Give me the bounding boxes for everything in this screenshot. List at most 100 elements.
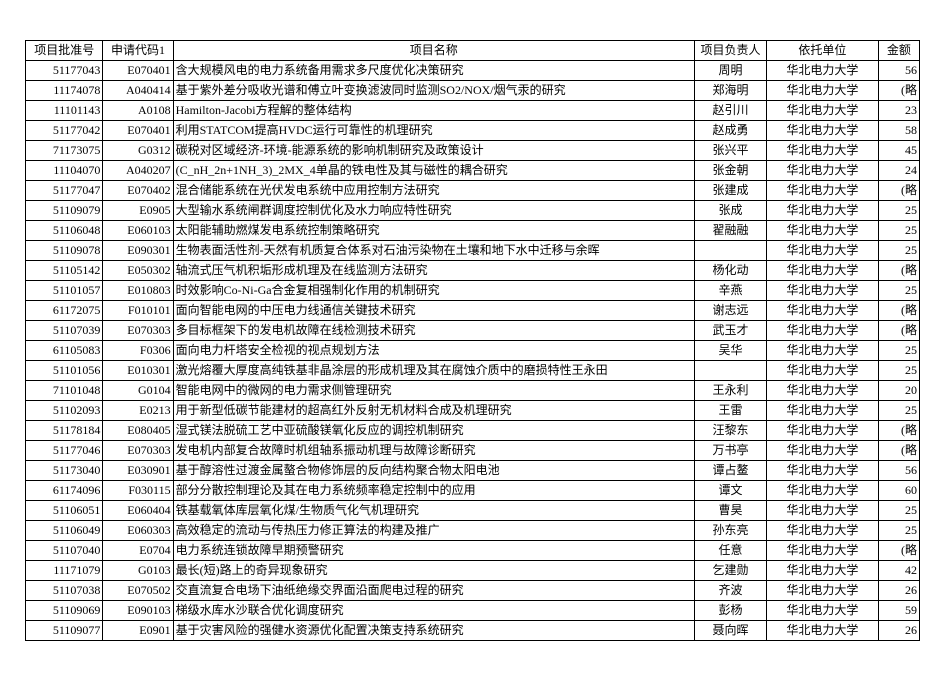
cell: 11171079 [26,561,103,581]
cell: E060103 [103,221,173,241]
cell: 部分分散控制理论及其在电力系统频率稳定控制中的应用 [173,481,694,501]
cell: 基于醇溶性过渡金属螯合物修饰层的反向结构聚合物太阳电池 [173,461,694,481]
cell: 激光熔覆大厚度高纯铁基非晶涂层的形成机理及其在腐蚀介质中的磨损特性王永田 [173,361,694,381]
cell: 多目标框架下的发电机故障在线检测技术研究 [173,321,694,341]
table-row: 11101143A0108Hamilton-Jacobi方程解的整体结构赵引川华… [26,101,920,121]
cell: 用于新型低碳节能建材的超高红外反射无机材料合成及机理研究 [173,401,694,421]
table-body: 51177043E070401含大规模风电的电力系统备用需求多尺度优化决策研究周… [26,61,920,641]
cell: 郑海明 [694,81,766,101]
cell: 聂向晖 [694,621,766,641]
table-row: 51109069E090103梯级水库水沙联合优化调度研究彭杨华北电力大学59 [26,601,920,621]
cell: 51107038 [26,581,103,601]
cell: 25 [878,401,919,421]
cell: 51109069 [26,601,103,621]
cell: 华北电力大学 [767,281,878,301]
table-row: 51106048E060103太阳能辅助燃煤发电系统控制策略研究翟融融华北电力大… [26,221,920,241]
cell: 铁基载氧体库层氧化煤/生物质气化气机理研究 [173,501,694,521]
cell: 59 [878,601,919,621]
cell: 61174096 [26,481,103,501]
cell: 华北电力大学 [767,221,878,241]
cell: 51109077 [26,621,103,641]
cell: E0213 [103,401,173,421]
cell: 混合储能系统在光伏发电系统中应用控制方法研究 [173,181,694,201]
cell: 张金朝 [694,161,766,181]
cell: 11104070 [26,161,103,181]
col-leader-header: 项目负责人 [694,41,766,61]
cell: 51177042 [26,121,103,141]
cell: 51109079 [26,201,103,221]
cell: 23 [878,101,919,121]
cell: 25 [878,501,919,521]
cell: 51177046 [26,441,103,461]
cell: (略 [878,321,919,341]
cell: 51106051 [26,501,103,521]
cell: 华北电力大学 [767,581,878,601]
cell: E070502 [103,581,173,601]
table-row: 61172075F010101面向智能电网的中压电力线通信关键技术研究谢志远华北… [26,301,920,321]
cell: 面向智能电网的中压电力线通信关键技术研究 [173,301,694,321]
cell: 56 [878,61,919,81]
cell: 基于紫外差分吸收光谱和傅立叶变换滤波同时监测SO2/NOX/烟气汞的研究 [173,81,694,101]
cell: 谭文 [694,481,766,501]
cell: 王雷 [694,401,766,421]
cell: 26 [878,621,919,641]
cell: 华北电力大学 [767,361,878,381]
cell: A040207 [103,161,173,181]
cell: 51105142 [26,261,103,281]
cell: F030115 [103,481,173,501]
table-row: 51101056E010301激光熔覆大厚度高纯铁基非晶涂层的形成机理及其在腐蚀… [26,361,920,381]
cell: (略 [878,301,919,321]
cell: E070303 [103,441,173,461]
cell: 11174078 [26,81,103,101]
col-unit-header: 依托单位 [767,41,878,61]
cell: 25 [878,201,919,221]
table-row: 51106049E060303高效稳定的流动与传热压力修正算法的构建及推广孙东亮… [26,521,920,541]
table-row: 61105083F0306面向电力杆塔安全检视的视点规划方法吴华华北电力大学25 [26,341,920,361]
cell: A040414 [103,81,173,101]
cell: E090103 [103,601,173,621]
cell: 61105083 [26,341,103,361]
cell: E060303 [103,521,173,541]
cell: 时效影响Co-Ni-Ga合金复相强制化作用的机制研究 [173,281,694,301]
cell: 张成 [694,201,766,221]
cell: 曹昊 [694,501,766,521]
table-row: 51106051E060404铁基载氧体库层氧化煤/生物质气化气机理研究曹昊华北… [26,501,920,521]
cell: 基于灾害风险的强健水资源优化配置决策支持系统研究 [173,621,694,641]
cell [694,361,766,381]
cell: 华北电力大学 [767,501,878,521]
cell: 60 [878,481,919,501]
cell: 华北电力大学 [767,541,878,561]
cell: 51102093 [26,401,103,421]
cell: 51177047 [26,181,103,201]
col-approval-header: 项目批准号 [26,41,103,61]
cell: E010803 [103,281,173,301]
table-row: 51177046E070303发电机内部复合故障时机组轴系振动机理与故障诊断研究… [26,441,920,461]
cell: 25 [878,241,919,261]
cell: 51178184 [26,421,103,441]
cell: 71101048 [26,381,103,401]
table-row: 11104070A040207(C_nH_2n+1NH_3)_2MX_4单晶的铁… [26,161,920,181]
cell: 梯级水库水沙联合优化调度研究 [173,601,694,621]
cell: 孙东亮 [694,521,766,541]
cell: 51109078 [26,241,103,261]
cell: 智能电网中的微网的电力需求侧管理研究 [173,381,694,401]
table-row: 51107039E070303多目标框架下的发电机故障在线检测技术研究武玉才华北… [26,321,920,341]
cell: 24 [878,161,919,181]
col-name-header: 项目名称 [173,41,694,61]
cell: 华北电力大学 [767,601,878,621]
cell: 华北电力大学 [767,521,878,541]
cell: E0905 [103,201,173,221]
cell: 彭杨 [694,601,766,621]
cell: 华北电力大学 [767,441,878,461]
cell: 42 [878,561,919,581]
table-row: 71173075G0312碳税对区域经济-环境-能源系统的影响机制研究及政策设计… [26,141,920,161]
cell: F0306 [103,341,173,361]
cell: 56 [878,461,919,481]
cell: 华北电力大学 [767,381,878,401]
cell: 乞建勋 [694,561,766,581]
cell: 吴华 [694,341,766,361]
cell: 碳税对区域经济-环境-能源系统的影响机制研究及政策设计 [173,141,694,161]
table-row: 51177043E070401含大规模风电的电力系统备用需求多尺度优化决策研究周… [26,61,920,81]
cell: (略 [878,261,919,281]
cell: E0704 [103,541,173,561]
